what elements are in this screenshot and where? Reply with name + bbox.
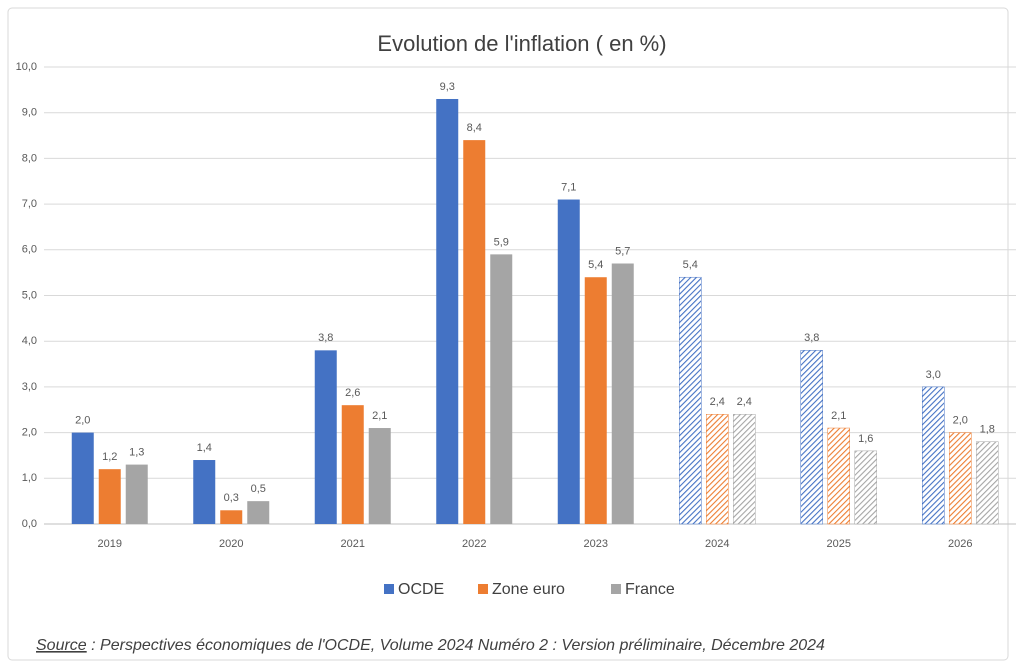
bar [706,414,729,525]
value-label: 1,8 [980,424,995,436]
bar [368,428,391,524]
source-text: : Perspectives économiques de l'OCDE, Vo… [87,637,825,654]
bar [679,276,702,525]
bar [584,277,607,524]
bar [247,501,270,524]
value-label: 7,1 [561,181,576,193]
y-tick-label: 1,0 [22,472,37,484]
y-tick-label: 5,0 [22,289,37,301]
x-tick-label: 2020 [219,538,243,550]
chart-title: Evolution de l'inflation ( en %) [377,31,666,56]
value-label: 2,1 [372,410,387,422]
bar [341,405,364,524]
value-label: 1,4 [197,442,212,454]
bar [800,350,823,525]
y-tick-label: 10,0 [16,61,37,73]
y-tick-label: 8,0 [22,152,37,164]
bar [436,98,459,525]
y-tick-label: 9,0 [22,107,37,119]
value-label: 3,8 [318,332,333,344]
value-label: 2,0 [953,415,968,427]
bar [922,386,945,525]
x-tick-label: 2024 [705,538,729,550]
value-label: 5,4 [588,259,603,271]
value-label: 1,6 [858,433,873,445]
x-tick-label: 2025 [827,538,851,550]
y-tick-label: 6,0 [22,244,37,256]
x-tick-label: 2019 [98,538,122,550]
bar [611,263,634,524]
value-label: 5,9 [494,236,509,248]
x-tick-label: 2026 [948,538,972,550]
value-label: 0,3 [224,492,239,504]
y-tick-label: 7,0 [22,198,37,210]
value-label: 9,3 [440,81,455,93]
bar [220,510,243,524]
value-label: 1,3 [129,446,144,458]
value-label: 2,0 [75,415,90,427]
value-label: 0,5 [251,483,266,495]
bar [976,441,999,525]
bar [827,427,850,525]
x-tick-label: 2023 [584,538,608,550]
bar [557,199,580,524]
y-tick-label: 3,0 [22,381,37,393]
legend-swatch [478,584,488,594]
y-tick-label: 4,0 [22,335,37,347]
y-tick-label: 0,0 [22,518,37,530]
bar [490,254,513,524]
x-tick-label: 2021 [341,538,365,550]
legend-swatch [384,584,394,594]
y-tick-label: 2,0 [22,427,37,439]
value-label: 2,1 [831,410,846,422]
bar [98,469,121,524]
bar [949,432,972,525]
bar [314,350,337,524]
value-label: 1,2 [102,451,117,463]
bar [463,140,486,524]
bar [125,464,148,524]
value-label: 8,4 [467,122,482,134]
bar [733,414,756,525]
x-tick-label: 2022 [462,538,486,550]
value-label: 3,0 [926,369,941,381]
source-note: Source : Perspectives économiques de l'O… [36,637,825,654]
value-label: 2,4 [737,396,752,408]
value-label: 5,4 [683,259,698,271]
legend-label: Zone euro [492,581,565,598]
legend-label: OCDE [398,581,444,598]
source-label: Source [36,637,87,654]
bar [193,460,216,524]
bar [854,450,877,525]
legend-swatch [611,584,621,594]
value-label: 2,6 [345,387,360,399]
value-label: 5,7 [615,245,630,257]
value-label: 2,4 [710,396,725,408]
value-label: 3,8 [804,332,819,344]
legend-label: France [625,581,675,598]
bar [71,432,94,524]
